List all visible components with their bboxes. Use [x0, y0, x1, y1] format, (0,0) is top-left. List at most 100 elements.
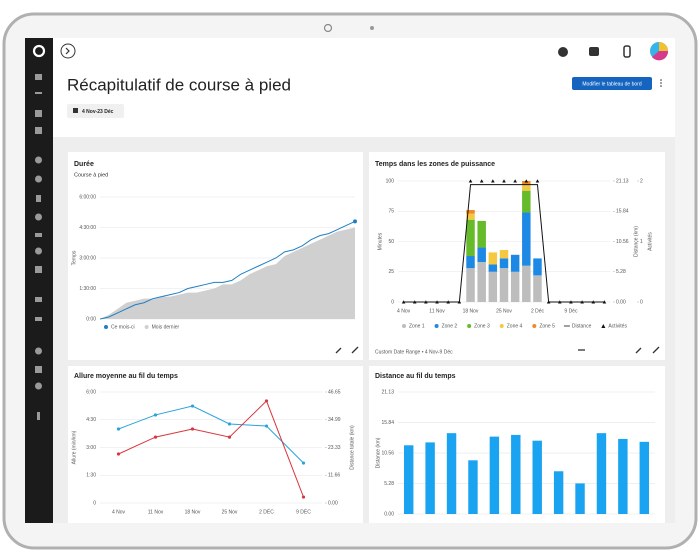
- card-subtitle: Course à pied: [74, 172, 108, 178]
- y-tick-label: 21.13: [381, 389, 394, 395]
- bar-segment: [522, 184, 531, 191]
- y2-tick-label: 0.00: [616, 299, 626, 305]
- edit-button-label[interactable]: Modifier le tableau de bord: [582, 81, 641, 87]
- more-menu[interactable]: [660, 79, 662, 87]
- y2-tick-label: 46.65: [328, 389, 341, 395]
- y2-tick-label: 5.28: [616, 269, 626, 275]
- bar-segment: [533, 275, 542, 302]
- y2-tick-label: 15.84: [616, 209, 629, 215]
- activity-marker: [591, 300, 596, 304]
- point: [301, 495, 306, 499]
- activity-marker: [569, 300, 573, 304]
- x-tick-label: 9 Déc: [564, 308, 578, 314]
- legend-marker: [467, 324, 472, 328]
- charts: Durée Course à pied 0:00 1:30:00 3:00:00 4:30…: [71, 161, 655, 517]
- bar: [532, 440, 542, 514]
- point: [301, 461, 306, 465]
- legend-marker: [434, 324, 439, 328]
- y-tick-label: 10.56: [381, 450, 394, 456]
- point: [116, 452, 121, 456]
- point: [190, 404, 195, 408]
- back-arrow: [65, 47, 70, 55]
- bar: [446, 433, 457, 514]
- activity-marker: [535, 179, 540, 183]
- y-tick-label: 0:00: [86, 316, 96, 322]
- y-tick-label: 0: [391, 299, 394, 305]
- bar-segment: [477, 247, 486, 263]
- axis-title: Allure (min/km): [71, 430, 77, 464]
- watch-icon[interactable]: [623, 45, 631, 58]
- bar: [596, 433, 607, 514]
- legend-marker: [104, 325, 108, 329]
- x-tick-label: 18 Nov: [185, 509, 201, 515]
- logo[interactable]: [32, 44, 46, 58]
- y-tick-label: 0.00: [384, 511, 394, 517]
- line: [118, 405, 304, 464]
- legend-label: Zone 1: [409, 323, 425, 329]
- bar-segment: [477, 220, 486, 248]
- calendar-icon: [73, 108, 78, 113]
- bar-segment: [522, 265, 531, 302]
- y-tick-label: 15.84: [381, 420, 394, 426]
- bar-segment: [522, 181, 531, 185]
- card-tools[interactable]: [335, 346, 660, 354]
- line: [99, 220, 356, 320]
- activity-marker: [468, 179, 473, 183]
- activity-marker: [557, 300, 562, 304]
- bar: [639, 441, 650, 514]
- y-tick-label: 6:00: [86, 389, 96, 395]
- avatar-part: [652, 51, 669, 61]
- edit-button[interactable]: [572, 77, 652, 90]
- x-tick-label: 25 Nov: [222, 509, 238, 515]
- y2-tick-label: 2: [640, 178, 643, 184]
- sync-icon[interactable]: [558, 47, 568, 57]
- back-button[interactable]: [60, 43, 76, 59]
- x-tick-label: 11 Nov: [429, 308, 445, 314]
- y-tick-label: 4:30: [86, 417, 96, 423]
- point: [227, 435, 232, 439]
- bar-segment: [477, 262, 486, 302]
- activity-marker: [401, 300, 406, 304]
- activity-marker: [446, 300, 451, 304]
- legend-label: Distance: [572, 323, 592, 329]
- date-range[interactable]: 4 Nov-23 Déc: [82, 109, 114, 115]
- bar-segment: [499, 268, 509, 302]
- top-bar: [25, 38, 675, 65]
- legend-marker: [532, 324, 537, 328]
- bar-segment: [510, 271, 520, 302]
- activity-marker: [491, 179, 495, 183]
- date-chip[interactable]: [67, 104, 124, 118]
- sidebar-icons[interactable]: [35, 74, 42, 420]
- card-title: Durée: [74, 161, 94, 168]
- bar: [553, 471, 564, 514]
- activity-marker: [424, 300, 428, 304]
- activity-marker: [546, 300, 551, 304]
- bar: [403, 445, 414, 514]
- bar: [468, 460, 478, 514]
- activity-marker: [412, 300, 417, 304]
- bar: [575, 483, 585, 514]
- point: [264, 399, 269, 403]
- card-title: Allure moyenne au fil du temps: [74, 373, 178, 380]
- bar-segment: [499, 258, 509, 269]
- bar: [489, 436, 500, 514]
- bar-segment: [488, 271, 498, 302]
- bar-segment: [499, 249, 509, 259]
- y2-tick-label: 0.00: [328, 500, 338, 506]
- bar-segment: [522, 190, 531, 213]
- y-tick-label: 1:30:00: [79, 286, 96, 292]
- y-tick-label: 3:00: [86, 445, 96, 451]
- device-icon[interactable]: [589, 47, 599, 56]
- axis-title: Distance (km): [633, 226, 639, 257]
- y-tick-label: 50: [388, 239, 394, 245]
- screen: Récapitulatif de course à pied 4 Nov-23 …: [25, 38, 675, 523]
- activity-marker: [580, 300, 584, 304]
- x-tick-label: 25 Nov: [496, 308, 512, 314]
- page-title: Récapitulatif de course à pied: [67, 75, 291, 94]
- axis-title: Temps: [71, 250, 77, 265]
- camera: [323, 23, 333, 33]
- bar-segment: [510, 254, 520, 272]
- x-tick-label: 2 Déc: [531, 308, 545, 314]
- axis-title: Activités: [647, 232, 653, 251]
- legend-marker: [499, 324, 504, 328]
